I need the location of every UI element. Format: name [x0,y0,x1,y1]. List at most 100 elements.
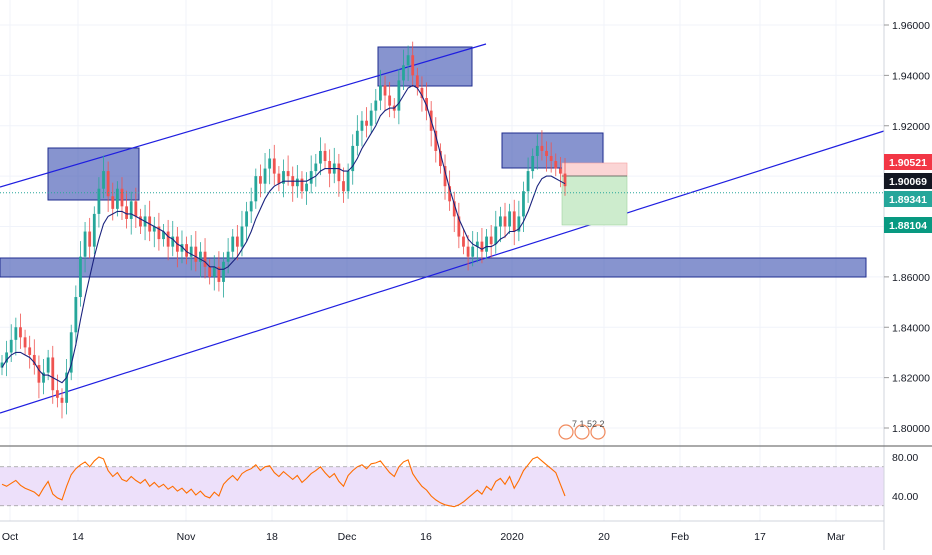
candle [28,335,32,369]
candle [337,153,341,197]
candle [480,228,484,264]
candle [471,231,475,267]
candle [535,134,539,170]
candle [102,155,105,199]
candle [139,208,142,235]
candle [282,159,285,198]
candle [88,217,92,259]
time-tick-label: 18 [266,531,278,543]
candle [259,164,262,198]
candle [558,156,562,188]
candle [37,355,41,399]
candle [531,148,535,179]
channel-upper-line[interactable] [0,43,487,188]
candle [485,229,488,260]
take-profit-zone[interactable] [561,175,628,226]
candle [115,181,119,217]
time-tick-label: Dec [338,531,357,543]
time-axis[interactable]: Oct 14 Nov 18 Dec 16 2020 20 Feb 17 Mar [2,531,846,543]
candle [512,199,516,246]
candle [369,103,373,134]
time-tick-label: 20 [598,531,610,543]
time-tick-label: Nov [177,531,196,543]
stop-loss-zone[interactable] [561,162,628,177]
candle [263,152,267,194]
candle [355,115,359,156]
candle [420,76,424,112]
candle [231,229,235,260]
candle [203,238,207,279]
price-label: 1.89341 [884,191,932,207]
demand-zone[interactable] [0,257,867,278]
candle [365,107,368,138]
candle [411,41,415,87]
time-tick-label: 14 [72,531,84,543]
price-label: 1.88104 [884,217,932,233]
price-tick-label: 1.92000 [892,121,930,133]
candle [268,148,272,185]
supply-zone-jan[interactable] [501,132,604,169]
candle [83,221,87,273]
candle [74,285,78,346]
candle [342,167,345,203]
candle [249,187,253,223]
candle [166,219,170,261]
candle [323,143,327,169]
svg-text:1.88104: 1.88104 [889,220,927,232]
candle [305,172,308,205]
rsi-line [1,456,566,508]
candle [189,235,193,271]
candle [23,329,27,355]
time-tick-label: Mar [827,531,846,543]
candle [65,358,69,415]
candle [545,141,548,172]
candle [457,202,461,249]
candle [19,313,22,349]
time-tick-label: Feb [671,531,689,543]
candle [254,168,258,209]
time-tick-label: Oct [2,531,18,543]
candle [554,153,558,177]
price-labels: 1.90521 1.90069 1.89341 1.88104 [884,154,932,233]
candle [448,170,452,211]
candle [106,161,110,212]
candle [212,255,216,291]
price-tick-label: 1.86000 [892,272,930,284]
candle [157,212,161,251]
candle [152,216,156,248]
channel-lower-line[interactable] [0,130,885,414]
candle [351,134,355,185]
candle [503,202,507,239]
candle [120,177,124,220]
candle [434,117,438,163]
candle [563,157,567,196]
candle [406,45,410,81]
candle [466,235,470,271]
candle [194,231,198,272]
candle [79,241,82,307]
candle [277,166,281,192]
candle [69,324,73,381]
candle [235,224,239,261]
supply-zone-dec[interactable] [377,46,473,87]
candle [0,354,4,376]
candle [5,340,9,377]
supply-zone-oct[interactable] [47,147,140,201]
badge-circle-icon [558,424,574,440]
indicator-badge[interactable]: 7 1 52 2 [558,419,606,440]
price-tick-label: 1.82000 [892,373,930,385]
candle [134,187,138,229]
rsi-axis[interactable]: 80.00 40.00 [892,452,918,503]
candle [14,317,18,356]
candle [300,171,304,199]
rsi-tick-label: 40.00 [892,491,918,503]
price-tick-label: 1.94000 [892,70,930,82]
candle [383,75,387,112]
badge-circle-icon [590,424,606,440]
candle [452,191,456,233]
candle [185,236,188,265]
candle [415,67,419,96]
candle [526,157,530,203]
